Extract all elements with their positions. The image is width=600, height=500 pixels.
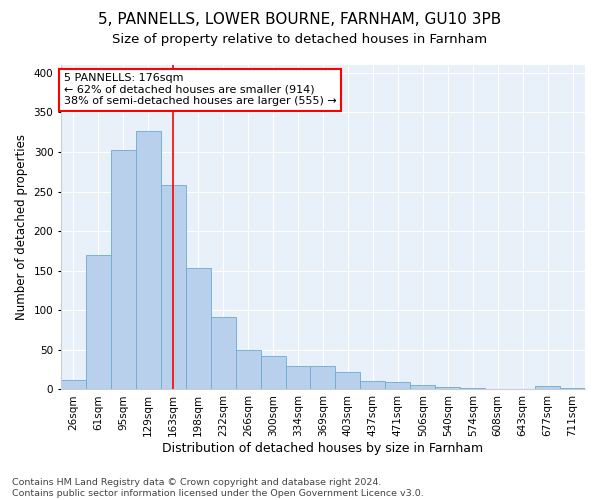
Bar (211, 318, 236, 390)
Bar (86, 255, 111, 390)
Bar (161, 186, 186, 390)
X-axis label: Distribution of detached houses by size in Farnham: Distribution of detached houses by size … (163, 442, 484, 455)
Bar (435, 387, 460, 390)
Bar (410, 384, 435, 390)
Bar (186, 268, 211, 390)
Text: 5, PANNELLS, LOWER BOURNE, FARNHAM, GU10 3PB: 5, PANNELLS, LOWER BOURNE, FARNHAM, GU10… (98, 12, 502, 28)
Bar (560, 388, 585, 390)
Bar (460, 388, 485, 390)
Bar (510, 388, 535, 390)
Bar (111, 150, 136, 390)
Text: 5 PANNELLS: 176sqm
← 62% of detached houses are smaller (914)
38% of semi-detach: 5 PANNELLS: 176sqm ← 62% of detached hou… (64, 73, 337, 106)
Bar (310, 366, 335, 390)
Bar (485, 388, 510, 390)
Text: Size of property relative to detached houses in Farnham: Size of property relative to detached ho… (112, 32, 488, 46)
Bar (535, 386, 560, 390)
Bar (61, 380, 86, 390)
Bar (136, 130, 161, 390)
Bar (385, 382, 410, 390)
Text: Contains HM Land Registry data © Crown copyright and database right 2024.
Contai: Contains HM Land Registry data © Crown c… (12, 478, 424, 498)
Bar (335, 372, 361, 390)
Y-axis label: Number of detached properties: Number of detached properties (15, 134, 28, 320)
Bar (361, 381, 385, 390)
Bar (236, 350, 260, 390)
Bar (286, 366, 310, 390)
Bar (260, 356, 286, 390)
